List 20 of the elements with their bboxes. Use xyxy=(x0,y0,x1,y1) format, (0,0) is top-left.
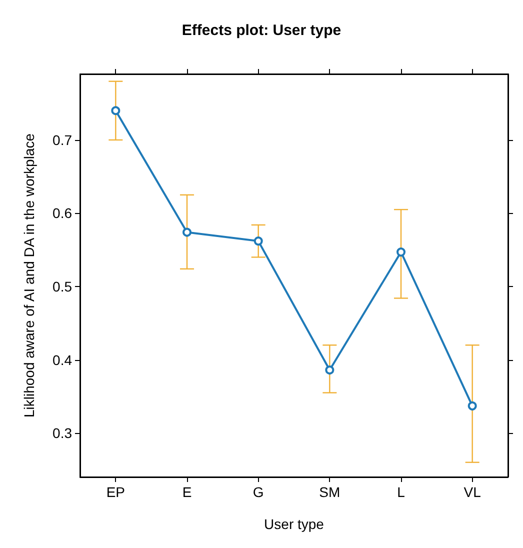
y-tick-label: 0.3 xyxy=(52,425,72,442)
x-tick-label: L xyxy=(397,484,406,500)
point xyxy=(325,366,334,375)
x-tick-label: SM xyxy=(319,484,340,500)
point xyxy=(182,228,192,237)
chart-title: Effects plot: User type xyxy=(182,22,342,39)
y-axis-title: Liklihood aware of AI and DA in the workplace xyxy=(21,133,37,418)
y-tick-label: 0.6 xyxy=(52,205,72,222)
y-tick-label: 0.5 xyxy=(52,278,72,294)
x-tick-label: E xyxy=(182,484,192,500)
y-tick-label: 0.4 xyxy=(52,352,72,368)
x-tick-label: EP xyxy=(106,484,126,500)
y-tick-label: 0.7 xyxy=(52,132,72,148)
x-axis-title: User type xyxy=(264,516,324,532)
point xyxy=(396,248,406,257)
point xyxy=(111,106,120,116)
x-tick-label: G xyxy=(252,484,264,500)
x-tick-label: VL xyxy=(464,484,482,500)
point xyxy=(254,236,263,246)
point xyxy=(468,401,477,410)
